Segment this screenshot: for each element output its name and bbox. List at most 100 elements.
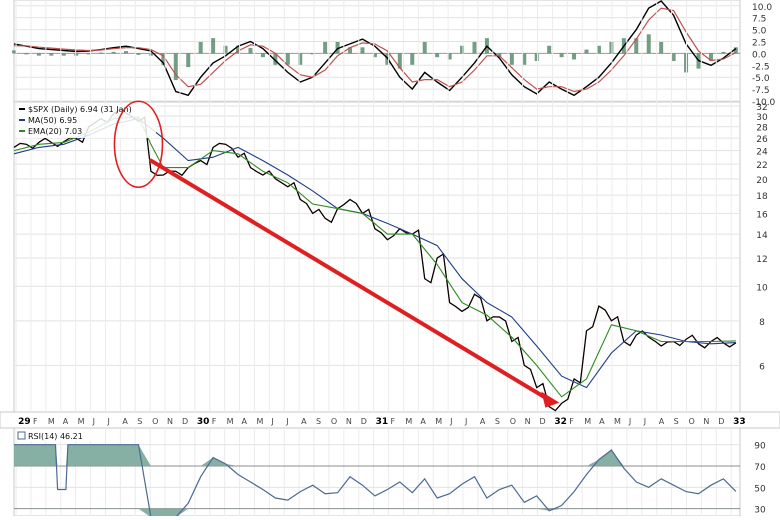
macd-histogram-bar bbox=[148, 53, 153, 56]
macd-histogram-bar bbox=[124, 51, 129, 54]
date-tick-label: O bbox=[688, 417, 694, 426]
date-tick-label: D bbox=[182, 417, 188, 426]
macd-histogram-bar bbox=[260, 53, 265, 58]
price-tick-label: 6 bbox=[759, 362, 765, 372]
macd-tick-label: 5.0 bbox=[752, 27, 767, 37]
rsi-line bbox=[14, 444, 737, 518]
date-tick-label: M bbox=[227, 417, 234, 426]
date-tick-label: M bbox=[614, 417, 621, 426]
date-tick-label: S bbox=[316, 417, 321, 426]
price-tick-label: 18 bbox=[756, 192, 768, 202]
macd-histogram-bar bbox=[733, 47, 738, 54]
macd-histogram-bar bbox=[659, 41, 664, 54]
price-tick-label: 14 bbox=[756, 231, 768, 241]
date-tick-label: A bbox=[122, 417, 128, 426]
rsi-tick-label: 70 bbox=[754, 463, 766, 473]
date-tick-label: M bbox=[584, 417, 591, 426]
price-tick-label: 22 bbox=[756, 161, 767, 171]
date-tick-label: S bbox=[674, 417, 679, 426]
macd-tick-label: 7.5 bbox=[752, 15, 766, 25]
macd-histogram-bar bbox=[273, 53, 278, 65]
date-tick-label: A bbox=[480, 417, 486, 426]
price-tick-label: 20 bbox=[756, 176, 768, 186]
macd-histogram-bar bbox=[372, 53, 377, 58]
date-tick-label: A bbox=[242, 417, 248, 426]
date-tick-label: M bbox=[48, 417, 55, 426]
macd-histogram-bar bbox=[410, 53, 415, 65]
price-tick-label: 30 bbox=[756, 113, 768, 123]
date-tick-label: N bbox=[703, 417, 709, 426]
macd-histogram-bar bbox=[99, 52, 104, 54]
macd-histogram-bar bbox=[422, 41, 427, 54]
date-tick-label: D bbox=[361, 417, 367, 426]
macd-histogram-bar bbox=[509, 53, 514, 65]
rsi-panel bbox=[13, 427, 741, 517]
macd-histogram-bar bbox=[634, 38, 639, 54]
macd-histogram-bar bbox=[186, 53, 191, 68]
macd-histogram-bar bbox=[298, 53, 303, 65]
price-tick-label: 28 bbox=[756, 124, 768, 134]
macd-histogram-bar bbox=[447, 53, 452, 60]
macd-histogram-bar bbox=[74, 53, 79, 56]
macd-histogram-bar bbox=[708, 53, 713, 61]
date-tick-label: F bbox=[33, 417, 38, 426]
macd-histogram-bar bbox=[61, 53, 66, 56]
macd-histogram-bar bbox=[136, 53, 141, 55]
macd-histogram-bar bbox=[198, 41, 203, 54]
macd-histogram-bar bbox=[12, 50, 16, 54]
price-tick-label: 8 bbox=[759, 318, 765, 328]
macd-histogram-bar bbox=[721, 51, 726, 54]
macd-tick-label: 2.5 bbox=[752, 38, 766, 48]
date-tick-label: O bbox=[510, 417, 516, 426]
date-tick-label: J bbox=[92, 417, 95, 426]
price-tick-label: 10 bbox=[756, 283, 768, 293]
macd-histogram-bar bbox=[559, 53, 564, 58]
macd-histogram-bar bbox=[572, 53, 577, 60]
date-tick-label: J bbox=[628, 417, 631, 426]
date-tick-label: O bbox=[331, 417, 337, 426]
macd-tick-label: -7.5 bbox=[752, 86, 770, 96]
date-tick-label: 33 bbox=[733, 417, 746, 427]
macd-histogram-bar bbox=[335, 41, 340, 54]
rsi-oversold-fill bbox=[14, 508, 736, 518]
date-tick-label: F bbox=[391, 417, 396, 426]
date-tick-label: F bbox=[212, 417, 217, 426]
macd-histogram-bar bbox=[211, 38, 216, 54]
macd-histogram-bar bbox=[236, 45, 241, 54]
macd-tick-label: 0.0 bbox=[752, 50, 767, 60]
rsi-tick-label: 30 bbox=[754, 506, 766, 516]
macd-histogram-bar bbox=[86, 53, 91, 55]
rsi-tick-label: 50 bbox=[754, 484, 766, 494]
macd-histogram-bar bbox=[348, 47, 353, 54]
price-tick-label: 26 bbox=[756, 135, 768, 145]
date-tick-label: J bbox=[106, 417, 109, 426]
price-tick-label: 32 bbox=[756, 103, 767, 113]
macd-histogram-bar bbox=[49, 53, 54, 56]
date-tick-label: 31 bbox=[376, 417, 389, 427]
macd-histogram-bar bbox=[248, 48, 253, 54]
rsi-overbought-fill bbox=[14, 444, 736, 466]
date-tick-label: M bbox=[435, 417, 442, 426]
macd-histogram-bar bbox=[360, 47, 365, 54]
rsi-legend-label: RSI(14) 46.21 bbox=[28, 432, 83, 441]
annotation-arrow-head bbox=[541, 391, 560, 408]
macd-histogram-bar bbox=[310, 53, 315, 55]
macd-signal-line bbox=[14, 7, 737, 93]
macd-tick-label: 10.0 bbox=[752, 3, 772, 13]
date-tick-label: O bbox=[152, 417, 158, 426]
date-tick-label: D bbox=[540, 417, 546, 426]
date-tick-label: N bbox=[167, 417, 173, 426]
macd-histogram-bar bbox=[460, 45, 465, 54]
price-tick-label: 16 bbox=[756, 210, 768, 220]
macd-histogram-bar bbox=[173, 53, 178, 81]
date-tick-label: J bbox=[270, 417, 273, 426]
annotation-ellipse bbox=[113, 100, 164, 189]
legend-label: $SPX (Daily) 6.94 (31 Jan) bbox=[28, 105, 132, 114]
macd-histogram-bar bbox=[584, 49, 589, 54]
macd-tick-label: -2.5 bbox=[752, 62, 770, 72]
macd-histogram-bar bbox=[472, 41, 477, 54]
macd-histogram-bar bbox=[36, 53, 41, 56]
price-tick-label: 24 bbox=[756, 148, 768, 158]
